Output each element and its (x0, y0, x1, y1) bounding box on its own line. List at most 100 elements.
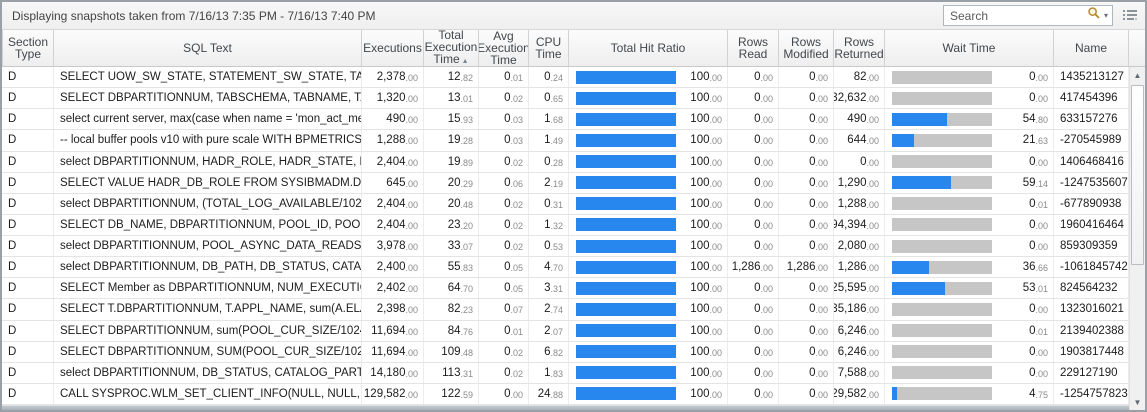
scrollbar-track[interactable] (1130, 83, 1145, 394)
cell-cpu_time: 1.83 (529, 362, 569, 383)
cell-sql: select DBPARTITIONNUM, (TOTAL_LOG_AVAILA… (54, 193, 362, 214)
cell-wait_time: 4.75 (885, 383, 1054, 404)
cell-sql: select DBPARTITIONNUM, DB_PATH, DB_STATU… (54, 257, 362, 278)
column-chooser-icon[interactable] (1121, 7, 1139, 25)
scrollbar-thumb[interactable] (1131, 85, 1144, 266)
table-row[interactable]: D SELECT UOW_SW_STATE, STATEMENT_SW_STATE… (2, 67, 1129, 89)
wait_time-bar (892, 91, 992, 105)
cell-rows_modified: 0.00 (779, 109, 834, 130)
cell-section: D (2, 278, 54, 299)
cell-section: D (2, 383, 54, 404)
search-icon[interactable] (1087, 6, 1101, 25)
search-input[interactable] (948, 7, 1087, 24)
cell-executions: 1,320.00 (362, 88, 424, 109)
cell-rows_modified: 0.00 (779, 172, 834, 193)
column-header-wait_time[interactable]: Wait Time (885, 30, 1054, 66)
cell-cpu_time: 0.65 (529, 88, 569, 109)
cell-rows_read: 0.00 (728, 236, 779, 257)
column-header-label: Avg Execution Time (479, 30, 529, 66)
cell-total_hit_ratio: 100.00 (569, 109, 728, 130)
cell-name: -1061845742 (1054, 257, 1129, 278)
cell-name: 1406468416 (1054, 151, 1129, 172)
column-header-cpu_time[interactable]: CPU Time (529, 30, 569, 66)
cell-wait_time: 0.00 (885, 214, 1054, 235)
search-box[interactable]: ▾ (943, 5, 1113, 26)
wait_time-bar (892, 197, 992, 211)
wait_time-value: 0.01 (1029, 197, 1048, 210)
column-header-label: Executions (363, 41, 422, 55)
cell-section: D (2, 67, 54, 88)
cell-executions: 3,978.00 (362, 236, 424, 257)
cell-wait_time: 0.00 (885, 236, 1054, 257)
cell-total_execution_time: 113.31 (424, 362, 479, 383)
table-row[interactable]: D -- local buffer pools v10 with pure sca… (2, 130, 1129, 152)
wait_time-value: 0.01 (1029, 324, 1048, 337)
total_hit_ratio-bar-fill (576, 345, 676, 359)
total_hit_ratio-bar (576, 366, 676, 380)
table-row[interactable]: D SELECT DBPARTITIONNUM, SUM(POOL_CUR_SIZ… (2, 341, 1129, 363)
toolbar: Displaying snapshots taken from 7/16/13 … (2, 2, 1145, 30)
table-row[interactable]: D SELECT Member as DBPARTITIONNUM, NUM_EX… (2, 278, 1129, 300)
cell-rows_modified: 0.00 (779, 362, 834, 383)
cell-sql: select DBPARTITIONNUM, POOL_ASYNC_DATA_R… (54, 236, 362, 257)
table-row[interactable]: D SELECT DBPARTITIONNUM, sum(POOL_CUR_SIZ… (2, 320, 1129, 342)
vertical-scrollbar[interactable]: ▲ ▼ (1129, 67, 1145, 410)
cell-avg_execution_time: 0.01 (479, 320, 529, 341)
cell-total_execution_time: 64.70 (424, 278, 479, 299)
cell-avg_execution_time: 0.02 (479, 341, 529, 362)
cell-wait_time: 59.14 (885, 172, 1054, 193)
column-header-label: Wait Time (942, 41, 996, 55)
total_hit_ratio-value: 100.00 (690, 324, 722, 337)
column-header-section[interactable]: Section Type (2, 30, 54, 66)
scroll-up-button[interactable]: ▲ (1133, 70, 1142, 80)
cell-cpu_time: 4.70 (529, 257, 569, 278)
column-header-total_execution_time[interactable]: Total Execution Time ▲ (424, 30, 479, 66)
cell-section: D (2, 88, 54, 109)
cell-rows_returned: 25,595.00 (834, 278, 885, 299)
cell-rows_returned: 82.00 (834, 67, 885, 88)
column-header-sql[interactable]: SQL Text (54, 30, 362, 66)
total_hit_ratio-value: 100.00 (690, 387, 722, 400)
column-header-total_hit_ratio[interactable]: Total Hit Ratio (569, 30, 728, 66)
table-row[interactable]: D CALL SYSPROC.WLM_SET_CLIENT_INFO(NULL, … (2, 383, 1129, 405)
scroll-down-button[interactable]: ▼ (1133, 397, 1142, 407)
table-row[interactable]: D SELECT DB_NAME, DBPARTITIONNUM, POOL_ID… (2, 214, 1129, 236)
cell-rows_read: 0.00 (728, 383, 779, 404)
total_hit_ratio-bar-fill (576, 197, 676, 211)
column-header-rows_read[interactable]: Rows Read (728, 30, 779, 66)
column-header-avg_execution_time[interactable]: Avg Execution Time (479, 30, 529, 66)
search-dropdown-caret-icon[interactable]: ▾ (1103, 11, 1108, 20)
table-row[interactable]: D SELECT VALUE HADR_DB_ROLE FROM SYSIBMAD… (2, 172, 1129, 194)
column-header-executions[interactable]: Executions (362, 30, 424, 66)
total_hit_ratio-bar-fill (576, 218, 676, 232)
table-row[interactable]: D SELECT DBPARTITIONNUM, TABSCHEMA, TABNA… (2, 88, 1129, 110)
wait_time-value: 0.00 (1029, 92, 1048, 105)
cell-avg_execution_time: 0.00 (479, 383, 529, 404)
cell-total_hit_ratio: 100.00 (569, 341, 728, 362)
wait_time-bar-fill (892, 281, 945, 295)
table-row[interactable]: D SELECT T.DBPARTITIONNUM, T.APPL_NAME, s… (2, 299, 1129, 321)
column-header-label: Total Execution Time ▲ (424, 30, 478, 66)
cell-total_execution_time: 15.93 (424, 109, 479, 130)
cell-name: -1254757823 (1054, 383, 1129, 404)
column-header-label: Rows Modified (783, 35, 829, 61)
cell-total_execution_time: 82.23 (424, 299, 479, 320)
cell-wait_time: 53.01 (885, 278, 1054, 299)
cell-rows_returned: 1,290.00 (834, 172, 885, 193)
column-header-name[interactable]: Name (1054, 30, 1129, 66)
wait_time-value: 21.63 (1022, 134, 1048, 147)
cell-name: 859309359 (1054, 236, 1129, 257)
cell-rows_modified: 0.00 (779, 320, 834, 341)
column-header-rows_returned[interactable]: Rows Returned (834, 30, 885, 66)
wait_time-value: 0.00 (1029, 71, 1048, 84)
cell-total_execution_time: 12.82 (424, 67, 479, 88)
cell-cpu_time: 24.88 (529, 383, 569, 404)
total_hit_ratio-bar-fill (576, 239, 676, 253)
column-header-rows_modified[interactable]: Rows Modified (779, 30, 834, 66)
